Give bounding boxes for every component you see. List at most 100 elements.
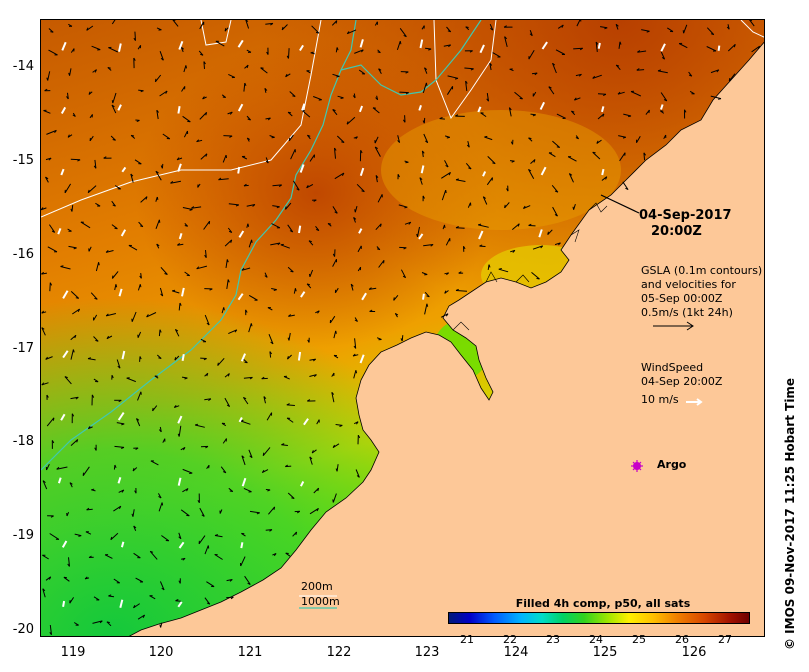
velocity-arrow <box>511 223 520 230</box>
argo-label: Argo <box>657 458 687 471</box>
velocity-arrow <box>93 336 99 342</box>
velocity-arrow <box>463 246 466 252</box>
velocity-arrow <box>248 323 253 333</box>
velocity-arrow <box>522 205 531 209</box>
velocity-arrow <box>149 550 158 560</box>
velocity-arrow <box>532 91 537 97</box>
velocity-arrow <box>503 25 513 28</box>
velocity-arrow <box>214 534 223 538</box>
velocity-arrow <box>226 596 234 600</box>
velocity-arrow <box>482 196 488 205</box>
velocity-arrow <box>286 403 295 406</box>
velocity-arrow <box>224 239 233 247</box>
velocity-arrow <box>41 382 49 386</box>
velocity-arrow <box>447 75 459 80</box>
velocity-arrow <box>375 95 379 101</box>
annotation-pointer <box>600 194 640 214</box>
velocity-arrow <box>597 93 607 97</box>
velocity-arrow <box>480 112 487 118</box>
velocity-arrow <box>333 354 339 359</box>
velocity-arrow <box>156 354 162 359</box>
velocity-arrow <box>246 137 251 142</box>
velocity-arrow <box>352 353 359 357</box>
velocity-arrow <box>159 287 164 297</box>
velocity-arrow <box>155 196 159 202</box>
velocity-arrow <box>199 507 205 517</box>
velocity-arrow <box>528 137 533 142</box>
velocity-arrow <box>547 229 553 235</box>
velocity-arrow <box>556 113 566 119</box>
velocity-arrow <box>68 245 77 250</box>
velocity-arrow <box>178 578 181 584</box>
velocity-arrow <box>465 162 472 170</box>
velocity-arrow <box>574 97 581 101</box>
wind-arrow <box>240 353 247 362</box>
wind-arrow <box>359 167 365 177</box>
velocity-arrow <box>294 510 301 514</box>
velocity-arrow <box>377 194 383 203</box>
velocity-arrow <box>110 532 119 541</box>
velocity-arrow <box>492 52 501 58</box>
velocity-arrow <box>749 20 755 27</box>
velocity-arrow <box>531 72 538 76</box>
y-tick-label: -16 <box>12 247 34 262</box>
velocity-arrow <box>455 288 468 292</box>
velocity-arrow <box>93 378 99 383</box>
velocity-arrow <box>184 271 190 277</box>
velocity-arrow <box>106 621 112 627</box>
velocity-arrow <box>504 36 508 48</box>
velocity-arrow <box>378 260 385 268</box>
velocity-arrow <box>464 50 473 53</box>
velocity-arrow <box>181 557 186 561</box>
colorbar-label: 22 <box>503 633 517 646</box>
velocity-arrow <box>149 595 156 600</box>
velocity-arrow <box>510 139 514 145</box>
velocity-arrow <box>105 250 114 253</box>
wind-arrow <box>418 104 422 111</box>
velocity-arrow <box>219 509 223 514</box>
velocity-arrow <box>637 50 647 53</box>
velocity-arrow <box>228 487 234 492</box>
wind-line3: 10 m/s <box>641 393 679 406</box>
velocity-arrow <box>308 240 314 246</box>
velocity-arrow <box>727 43 736 52</box>
wind-arrow <box>120 229 127 237</box>
velocity-arrow <box>221 422 227 427</box>
velocity-arrow <box>159 90 168 97</box>
velocity-arrow <box>484 135 493 141</box>
gsla-line4: 0.5m/s (1kt 24h) <box>641 306 733 319</box>
velocity-arrow <box>287 492 295 499</box>
velocity-arrow <box>597 113 605 120</box>
velocity-arrow <box>90 292 98 300</box>
velocity-arrow <box>64 183 72 194</box>
velocity-arrow <box>67 228 72 232</box>
wind-arrow <box>60 413 66 421</box>
wind-arrow <box>303 418 309 426</box>
velocity-arrow <box>137 331 142 338</box>
sst-map[interactable]: 04-Sep-2017 20:00Z GSLA (0.1m contours) … <box>40 19 765 637</box>
velocity-arrow <box>489 62 493 71</box>
velocity-arrow <box>657 69 668 74</box>
velocity-arrow <box>243 376 253 380</box>
velocity-arrow <box>49 282 53 292</box>
colorbar-label: 23 <box>546 633 560 646</box>
velocity-arrow <box>293 288 297 294</box>
velocity-arrow <box>331 20 338 26</box>
velocity-arrow <box>226 579 233 582</box>
y-tick-label: -18 <box>12 434 34 449</box>
velocity-arrow <box>287 332 291 341</box>
velocity-arrow <box>374 21 378 26</box>
velocity-arrow <box>548 152 556 158</box>
velocity-arrow <box>137 614 146 620</box>
velocity-arrow <box>509 68 514 72</box>
velocity-arrow <box>70 349 75 360</box>
legend-label-1000m: 1000m <box>301 595 340 608</box>
velocity-arrow <box>307 134 311 140</box>
velocity-arrow <box>479 244 486 247</box>
velocity-arrow <box>359 150 363 162</box>
velocity-arrow <box>307 337 310 343</box>
velocity-arrow <box>283 375 290 380</box>
velocity-arrow <box>309 456 313 465</box>
velocity-arrow <box>552 62 557 74</box>
wind-arrow <box>241 477 247 487</box>
